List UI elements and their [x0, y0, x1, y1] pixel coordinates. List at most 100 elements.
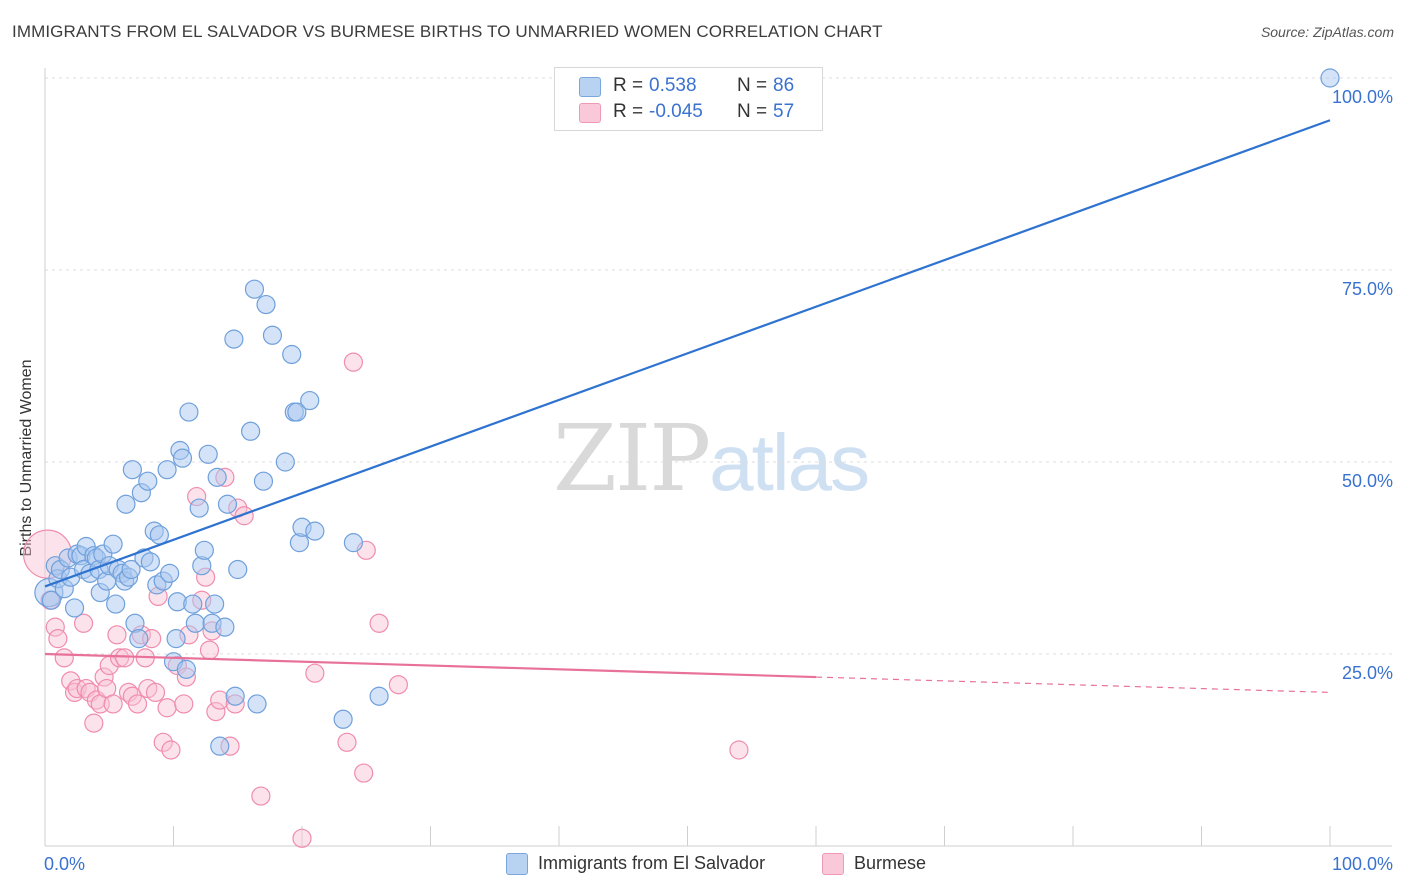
- burmese-point: [251, 786, 271, 806]
- el-salvador-point: [282, 344, 302, 365]
- burmese-point: [199, 640, 220, 660]
- el-salvador-point: [343, 533, 363, 553]
- burmese-trend-line: [44, 652, 817, 679]
- el-salvador-trend-line: [44, 119, 1331, 588]
- el-salvador-point: [262, 325, 283, 345]
- burmese-point: [45, 617, 65, 637]
- burmese-point: [354, 763, 374, 783]
- el-salvador-point: [287, 402, 307, 422]
- trend-lines: [44, 119, 1331, 693]
- el-salvador-point: [138, 471, 158, 491]
- burmese-point: [234, 506, 254, 526]
- burmese-point: [103, 694, 123, 714]
- el-salvador-point: [224, 329, 244, 349]
- burmese-point: [84, 713, 104, 733]
- burmese-point: [292, 828, 312, 848]
- el-salvador-point: [207, 467, 227, 487]
- burmese-point: [145, 682, 166, 703]
- el-salvador-point: [129, 629, 149, 649]
- legend-swatch-blue: [579, 77, 601, 97]
- el-salvador-point: [305, 521, 325, 541]
- el-salvador-point: [247, 694, 267, 714]
- el-salvador-point: [103, 534, 123, 554]
- el-salvador-point: [64, 598, 85, 618]
- burmese-point: [729, 740, 749, 760]
- el-salvador-point: [185, 613, 205, 633]
- y-tick-label: 100.0%: [1332, 87, 1393, 107]
- axes: [44, 68, 1392, 847]
- burmese-point: [388, 675, 408, 695]
- el-salvador-points: [34, 68, 1340, 756]
- burmese-point: [54, 648, 74, 668]
- el-salvador-point: [205, 594, 225, 614]
- burmese-trend-extension: [815, 676, 1331, 693]
- burmese-point: [127, 694, 148, 714]
- el-salvador-point: [225, 686, 245, 706]
- el-salvador-point: [217, 494, 238, 514]
- el-salvador-point: [41, 590, 62, 610]
- el-salvador-point: [160, 563, 180, 583]
- legend-r-value: -0.045: [649, 101, 703, 122]
- chart-title: IMMIGRANTS FROM EL SALVADOR VS BURMESE B…: [12, 22, 883, 41]
- legend-r-label: R =: [613, 101, 644, 122]
- burmese-point: [48, 629, 68, 649]
- burmese-point: [109, 648, 130, 668]
- el-salvador-point: [241, 421, 261, 441]
- el-salvador-point: [253, 471, 274, 491]
- el-salvador-point: [157, 460, 177, 480]
- el-salvador-point: [194, 540, 214, 560]
- burmese-point: [206, 701, 226, 722]
- burmese-point: [343, 352, 363, 372]
- el-salvador-point: [122, 460, 142, 480]
- tick-labels: 100.0% 75.0% 50.0% 25.0% 0.0% 100.0%: [44, 87, 1393, 874]
- el-salvador-point: [189, 498, 209, 518]
- bottom-legend-swatch-pink: [822, 853, 844, 875]
- bottom-legend-label: Immigrants from El Salvador: [538, 853, 766, 873]
- el-salvador-point: [210, 736, 230, 756]
- watermark-zip: ZIP: [553, 405, 711, 512]
- el-salvador-point: [166, 629, 186, 649]
- burmese-point: [153, 732, 173, 752]
- x-tick-label-max: 100.0%: [1332, 854, 1393, 874]
- legend-n-label: N =: [737, 101, 768, 122]
- burmese-point: [337, 732, 357, 752]
- burmese-point: [73, 613, 94, 633]
- burmese-point: [174, 694, 194, 714]
- el-salvador-point: [116, 494, 136, 514]
- el-salvador-point: [1320, 68, 1340, 88]
- legend-swatch-pink: [579, 103, 601, 123]
- el-salvador-point: [149, 525, 169, 545]
- burmese-point: [107, 625, 127, 645]
- burmese-point: [61, 671, 81, 691]
- burmese-points: [22, 352, 749, 848]
- burmese-point: [161, 740, 181, 760]
- burmese-point: [369, 613, 389, 633]
- legend-r-label: R =: [613, 75, 644, 96]
- bottom-legend-label: Burmese: [854, 853, 927, 873]
- y-tick-label: 75.0%: [1342, 279, 1393, 299]
- el-salvador-point: [256, 294, 276, 315]
- legend-n-value: 86: [773, 75, 795, 96]
- x-tick-label-min: 0.0%: [44, 854, 85, 874]
- legend-n-label: N =: [737, 75, 768, 96]
- el-salvador-point: [172, 448, 193, 468]
- el-salvador-point: [244, 279, 265, 299]
- burmese-point: [157, 698, 177, 718]
- bottom-legend-swatch-blue: [506, 853, 528, 875]
- source-label: Source: ZipAtlas.com: [1260, 24, 1394, 40]
- burmese-point: [115, 648, 135, 668]
- el-salvador-point: [121, 559, 141, 580]
- correlation-legend: R = 0.538 N = 86 R = -0.045 N = 57: [554, 67, 823, 131]
- el-salvador-point: [179, 402, 199, 422]
- el-salvador-point: [198, 444, 218, 464]
- el-salvador-point: [140, 552, 160, 572]
- burmese-point: [305, 663, 325, 683]
- el-salvador-point: [176, 659, 196, 679]
- el-salvador-point: [369, 686, 389, 706]
- el-salvador-point: [300, 390, 320, 411]
- el-salvador-point: [333, 709, 353, 729]
- el-salvador-point: [228, 559, 248, 580]
- el-salvador-point: [183, 594, 203, 614]
- el-salvador-point: [215, 617, 235, 637]
